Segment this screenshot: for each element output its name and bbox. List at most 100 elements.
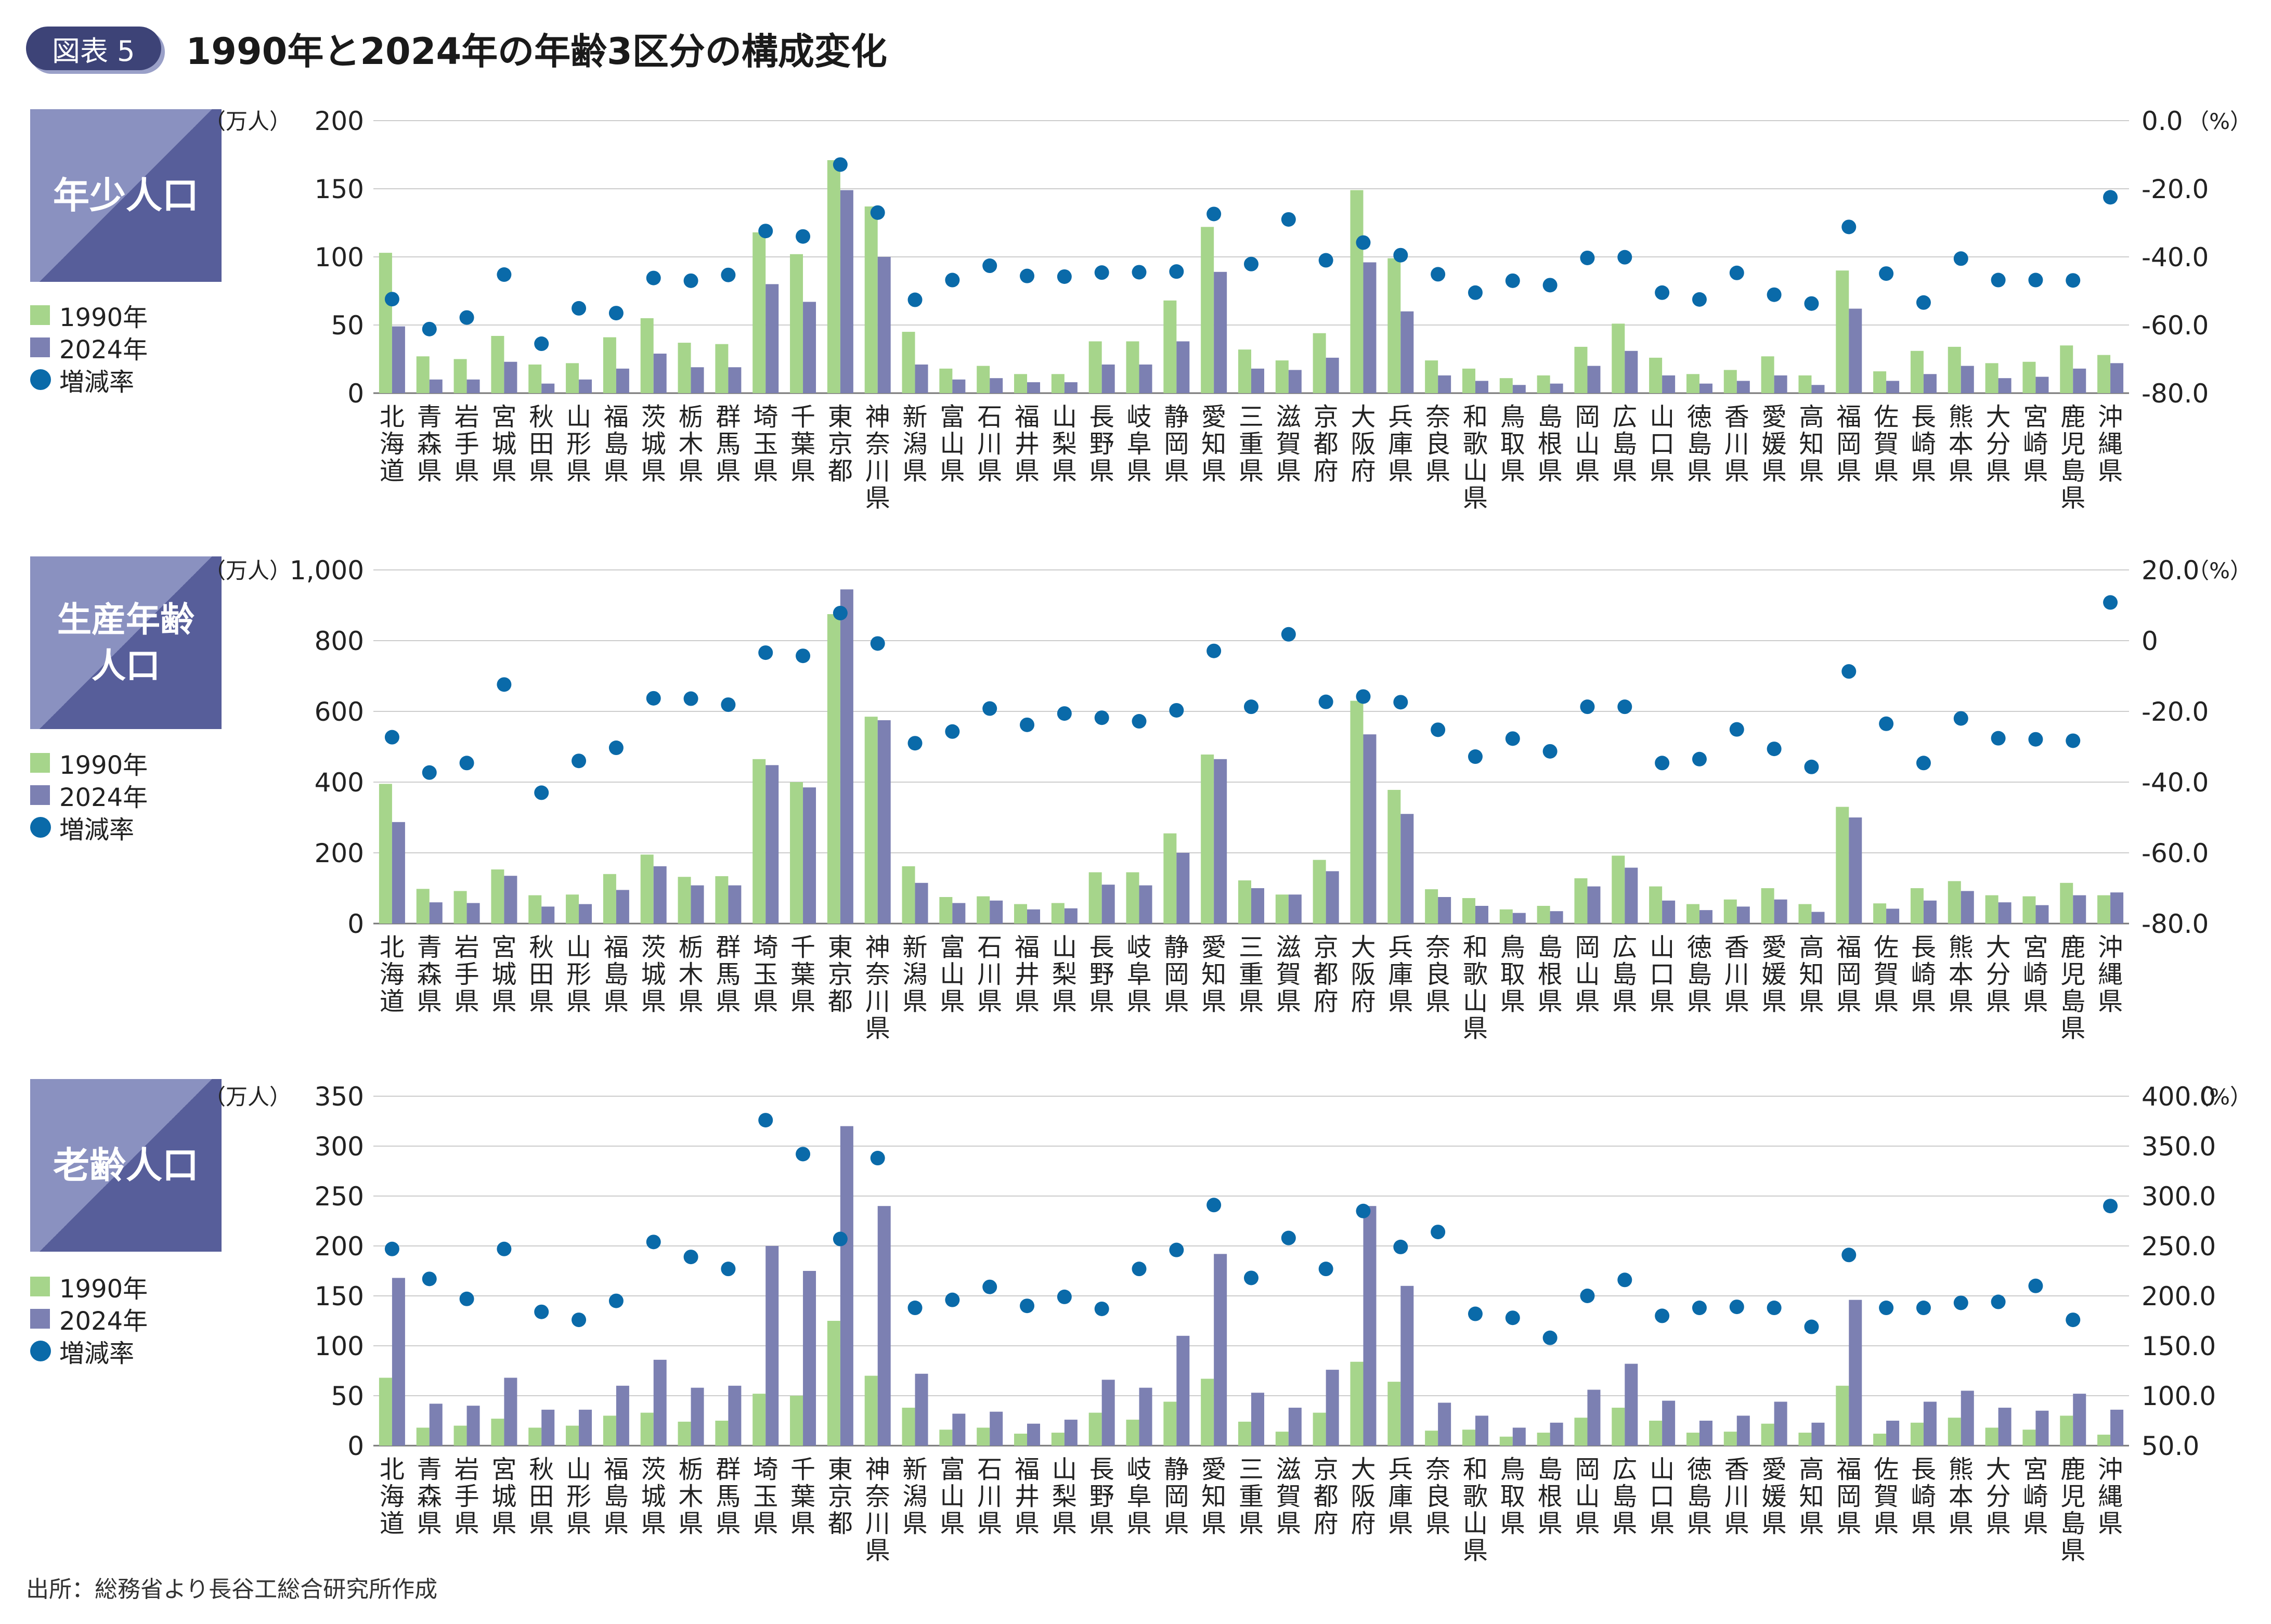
bar-1990 [603,1415,616,1446]
bar-2024 [1512,385,1526,393]
legend-label: 増減率 [59,815,135,845]
bar-2024 [1438,1402,1451,1446]
bar-1990 [678,343,691,393]
rate-point [2066,733,2081,748]
bar-1990 [790,782,803,924]
x-tick-label: 奈良県 [1425,402,1450,486]
bar-2024 [1438,375,1451,393]
bar-2024 [2110,1409,2124,1446]
rate-point [2103,1199,2118,1214]
rate-point [796,229,811,244]
x-tick-label: 福井県 [1015,402,1040,486]
x-tick-label: 高知県 [1799,402,1824,486]
rate-point [1505,1310,1520,1326]
rate-point [683,273,698,288]
bar-2024 [728,885,742,924]
rate-point [721,1262,736,1277]
bar-1990 [1836,270,1849,393]
bar-2024 [541,906,555,924]
y2-tick-label: -80.0 [2142,909,2209,939]
x-tick-label: 鳥取県 [1500,402,1525,486]
x-tick-label: 群馬県 [716,402,741,486]
bar-2024 [1550,911,1563,924]
bar-2024 [1214,759,1227,924]
rate-point [1169,703,1184,718]
y2-tick-label: 150.0 [2142,1331,2216,1361]
x-tick-label: 茨城県 [641,1455,666,1538]
x-tick-label: 鳥取県 [1500,1455,1525,1538]
bar-2024 [952,379,966,393]
chart-panel-0: 0 50 100 150 200 -80.0 -60.0 -40.0 -20.0 0.0 （万人） （… [204,106,2252,513]
bar-2024 [1214,1254,1227,1446]
rate-point [1655,756,1670,771]
bar-2024 [1400,1285,1414,1446]
y-tick-label: 0 [347,1431,364,1461]
x-tick-label: 千葉県 [790,402,815,486]
legend-label: 増減率 [59,1339,135,1368]
bar-1990 [2097,895,2111,924]
y-tick-label: 1,000 [290,555,364,586]
bar-2024 [2110,892,2124,924]
bar-2024 [1886,381,1900,393]
bar-1990 [1686,904,1699,924]
rate-point [2066,1313,2081,1328]
y2-tick-label: 100.0 [2142,1381,2216,1411]
rate-point [1505,273,1520,288]
x-tick-label: 秋田県 [529,402,554,486]
bar-2024 [952,1413,966,1446]
rate-point [1729,1300,1744,1315]
bar-1990 [977,366,990,393]
bar-2024 [877,1206,891,1446]
bar-1990 [790,1396,803,1446]
rate-point [1617,250,1632,265]
bar-2024 [1363,262,1377,393]
bar-1990 [2097,355,2111,393]
x-tick-label: 大分県 [1986,933,2011,1016]
bar-2024 [616,890,629,924]
rate-point [982,701,997,716]
rate-point [907,292,923,307]
rate-point [1057,706,1072,721]
rate-point [1953,1295,1968,1310]
bar-1990 [977,1427,990,1446]
x-tick-label: 山梨県 [1052,402,1077,486]
bar-1990 [566,1425,579,1446]
rate-point [1431,722,1446,737]
rate-point [1991,1294,2006,1309]
bar-1990 [640,854,654,924]
panel-label-youth: 年少人口 [30,109,222,282]
bar-1990 [1201,1379,1214,1446]
x-tick-label: 東京都 [828,933,853,1016]
bar-2024 [1101,364,1115,393]
bar-1990 [416,1427,430,1446]
y-tick-label: 200 [315,106,364,136]
bar-1990 [1761,1423,1774,1446]
x-tick-label: 新潟県 [903,1455,928,1538]
bar-1990 [1462,368,1475,393]
bar-2024 [1027,909,1041,924]
x-tick-label: 山梨県 [1052,1455,1077,1538]
bar-1990 [379,253,392,393]
bar-1990 [1425,360,1438,393]
bar-2024 [990,1411,1003,1446]
rate-point [384,730,399,745]
bar-1990 [1499,1436,1513,1446]
bar-2024 [541,383,555,393]
panel-label-elderly: 老齢人口 [30,1079,222,1252]
bar-1990 [1014,374,1028,393]
bar-1990 [715,1421,729,1446]
rate-point [1841,1248,1857,1263]
bar-2024 [1662,1400,1676,1446]
bar-2024 [1027,382,1041,393]
x-tick-label: 京都府 [1314,1455,1339,1538]
bar-2024 [2073,368,2086,393]
rate-point [646,270,661,285]
x-tick-label: 岡山県 [1575,933,1600,1016]
bar-1990 [1649,1421,1663,1446]
legend-label: 2024年 [59,783,148,812]
bar-2024 [466,903,480,924]
x-tick-label: 新潟県 [903,402,928,486]
rate-point [2028,732,2043,747]
rate-point [1953,711,1968,726]
rate-point [497,267,512,282]
